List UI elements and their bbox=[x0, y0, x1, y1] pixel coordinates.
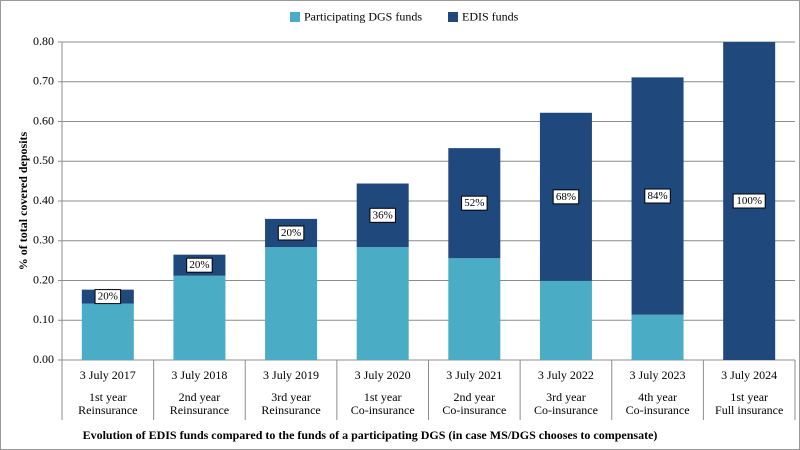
y-tick-label: 0.60 bbox=[33, 113, 54, 127]
x-phase-label: 3rd year bbox=[546, 390, 586, 404]
share-label-box bbox=[94, 289, 122, 305]
caption: Evolution of EDIS funds compared to the … bbox=[83, 428, 658, 442]
x-tick-label: 3 July 2020 bbox=[355, 368, 411, 382]
share-label: 84% bbox=[647, 190, 667, 202]
legend-label: EDIS funds bbox=[462, 9, 519, 23]
x-phase-label: 2nd year bbox=[453, 390, 495, 404]
bar-segment bbox=[81, 303, 134, 360]
x-phase-label: Co-insurance bbox=[626, 403, 690, 417]
share-label: 68% bbox=[556, 191, 576, 203]
x-phase-label: Co-insurance bbox=[534, 403, 598, 417]
y-tick-label: 0.10 bbox=[33, 312, 54, 326]
x-tick-label: 3 July 2021 bbox=[446, 368, 502, 382]
x-tick-label: 3 July 2024 bbox=[721, 368, 777, 382]
x-phase-label: 3rd year bbox=[271, 390, 311, 404]
share-label: 100% bbox=[736, 195, 762, 207]
x-tick-label: 3 July 2018 bbox=[171, 368, 227, 382]
x-phase-label: Reinsurance bbox=[78, 403, 137, 417]
share-label-box bbox=[369, 207, 396, 223]
share-label-box bbox=[277, 225, 305, 241]
x-tick-label: 3 July 2022 bbox=[538, 368, 594, 382]
legend-swatch bbox=[290, 12, 300, 22]
y-tick-label: 0.00 bbox=[33, 352, 54, 366]
x-tick-label: 3 July 2023 bbox=[630, 368, 686, 382]
x-phase-label: Reinsurance bbox=[261, 403, 320, 417]
y-axis-label: % of total covered deposits bbox=[16, 131, 30, 270]
bar-segment bbox=[265, 247, 318, 360]
x-tick-label: 3 July 2019 bbox=[263, 368, 319, 382]
y-tick-label: 0.70 bbox=[33, 74, 54, 88]
share-label: 20% bbox=[98, 291, 118, 303]
share-label-box bbox=[186, 257, 213, 273]
share-label-box bbox=[732, 193, 766, 209]
x-phase-label: 1st year bbox=[89, 390, 127, 404]
bar-segment bbox=[539, 280, 592, 360]
legend-swatch bbox=[448, 12, 458, 22]
bar-segment bbox=[631, 314, 684, 360]
legend-label: Participating DGS funds bbox=[304, 9, 422, 23]
x-phase-label: Full insurance bbox=[715, 403, 783, 417]
x-phase-label: 2nd year bbox=[179, 390, 221, 404]
x-tick-label: 3 July 2017 bbox=[80, 368, 136, 382]
share-label: 52% bbox=[464, 197, 484, 209]
share-label: 20% bbox=[281, 227, 301, 239]
x-phase-label: Co-insurance bbox=[351, 403, 415, 417]
bar-segment bbox=[356, 247, 409, 360]
share-label-box bbox=[552, 189, 580, 205]
y-tick-label: 0.30 bbox=[33, 233, 54, 247]
y-tick-label: 0.40 bbox=[33, 193, 54, 207]
x-phase-label: 1st year bbox=[730, 390, 768, 404]
y-tick-label: 0.20 bbox=[33, 272, 54, 286]
x-phase-label: 1st year bbox=[364, 390, 402, 404]
x-phase-label: Co-insurance bbox=[442, 403, 506, 417]
bar-segment bbox=[173, 275, 226, 360]
x-phase-label: Reinsurance bbox=[170, 403, 229, 417]
share-label: 36% bbox=[373, 209, 393, 221]
share-label-box bbox=[644, 188, 671, 204]
share-label-box bbox=[461, 195, 488, 211]
bar-segment bbox=[448, 258, 501, 360]
y-tick-label: 0.80 bbox=[33, 34, 54, 48]
share-label: 20% bbox=[189, 259, 209, 271]
x-phase-label: 4th year bbox=[638, 390, 677, 404]
y-tick-label: 0.50 bbox=[33, 153, 54, 167]
